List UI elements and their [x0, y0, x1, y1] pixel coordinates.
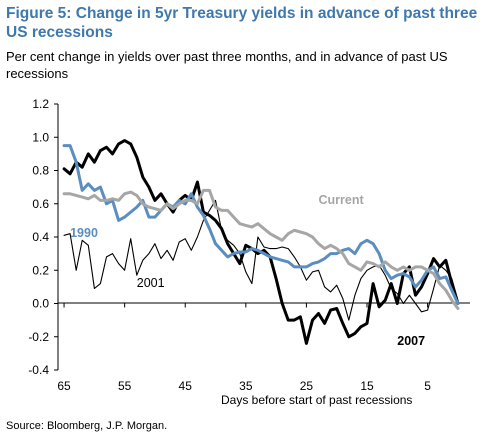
y-tick-label: 1.0	[32, 130, 49, 144]
series-labels: 2001 2007 1990 Current	[70, 193, 425, 348]
x-tick-label: 5	[424, 379, 431, 393]
x-tick-label: 35	[239, 379, 253, 393]
x-tick-label: 45	[179, 379, 193, 393]
series-label-current: Current	[319, 193, 365, 207]
series-label-2007: 2007	[397, 334, 425, 348]
series-line-1990	[62, 144, 460, 305]
y-tick-label: 1.2	[32, 97, 49, 111]
y-tick-label: 0.2	[32, 263, 49, 277]
series-lines	[62, 139, 460, 345]
y-tick-label: 0.0	[32, 297, 49, 311]
y-tick-label: 0.6	[32, 197, 49, 211]
x-tick-label: 25	[300, 379, 314, 393]
figure-title: Figure 5: Change in 5yr Treasury yields …	[6, 5, 478, 41]
figure-subtitle: Per cent change in yields over past thre…	[6, 49, 448, 81]
x-tick-label: 55	[118, 379, 132, 393]
y-ticks	[54, 103, 58, 371]
series-label-2001: 2001	[137, 276, 165, 290]
series-label-1990: 1990	[70, 226, 98, 240]
y-tick-label: 0.8	[32, 164, 49, 178]
plot-area: 1.2 1.0 0.8 0.6 0.4 0.2 0.0 -0.2 -0.4 65 55 45 35 25…	[28, 97, 470, 407]
y-tick-label: -0.2	[28, 330, 49, 344]
series-line-current	[62, 188, 460, 310]
y-tick-labels: 1.2 1.0 0.8 0.6 0.4 0.2 0.0 -0.2 -0.4	[28, 97, 49, 377]
figure-source: Source: Bloomberg, J.P. Morgan.	[6, 420, 168, 432]
x-axis-label: Days before start of past recessions	[221, 393, 412, 407]
x-tick-label: 65	[57, 379, 71, 393]
x-tick-labels: 65 55 45 35 25 15 5	[57, 379, 431, 393]
x-tick-label: 15	[360, 379, 374, 393]
x-ticks	[63, 303, 429, 308]
y-tick-label: 0.4	[32, 230, 49, 244]
y-tick-label: -0.4	[28, 363, 49, 377]
